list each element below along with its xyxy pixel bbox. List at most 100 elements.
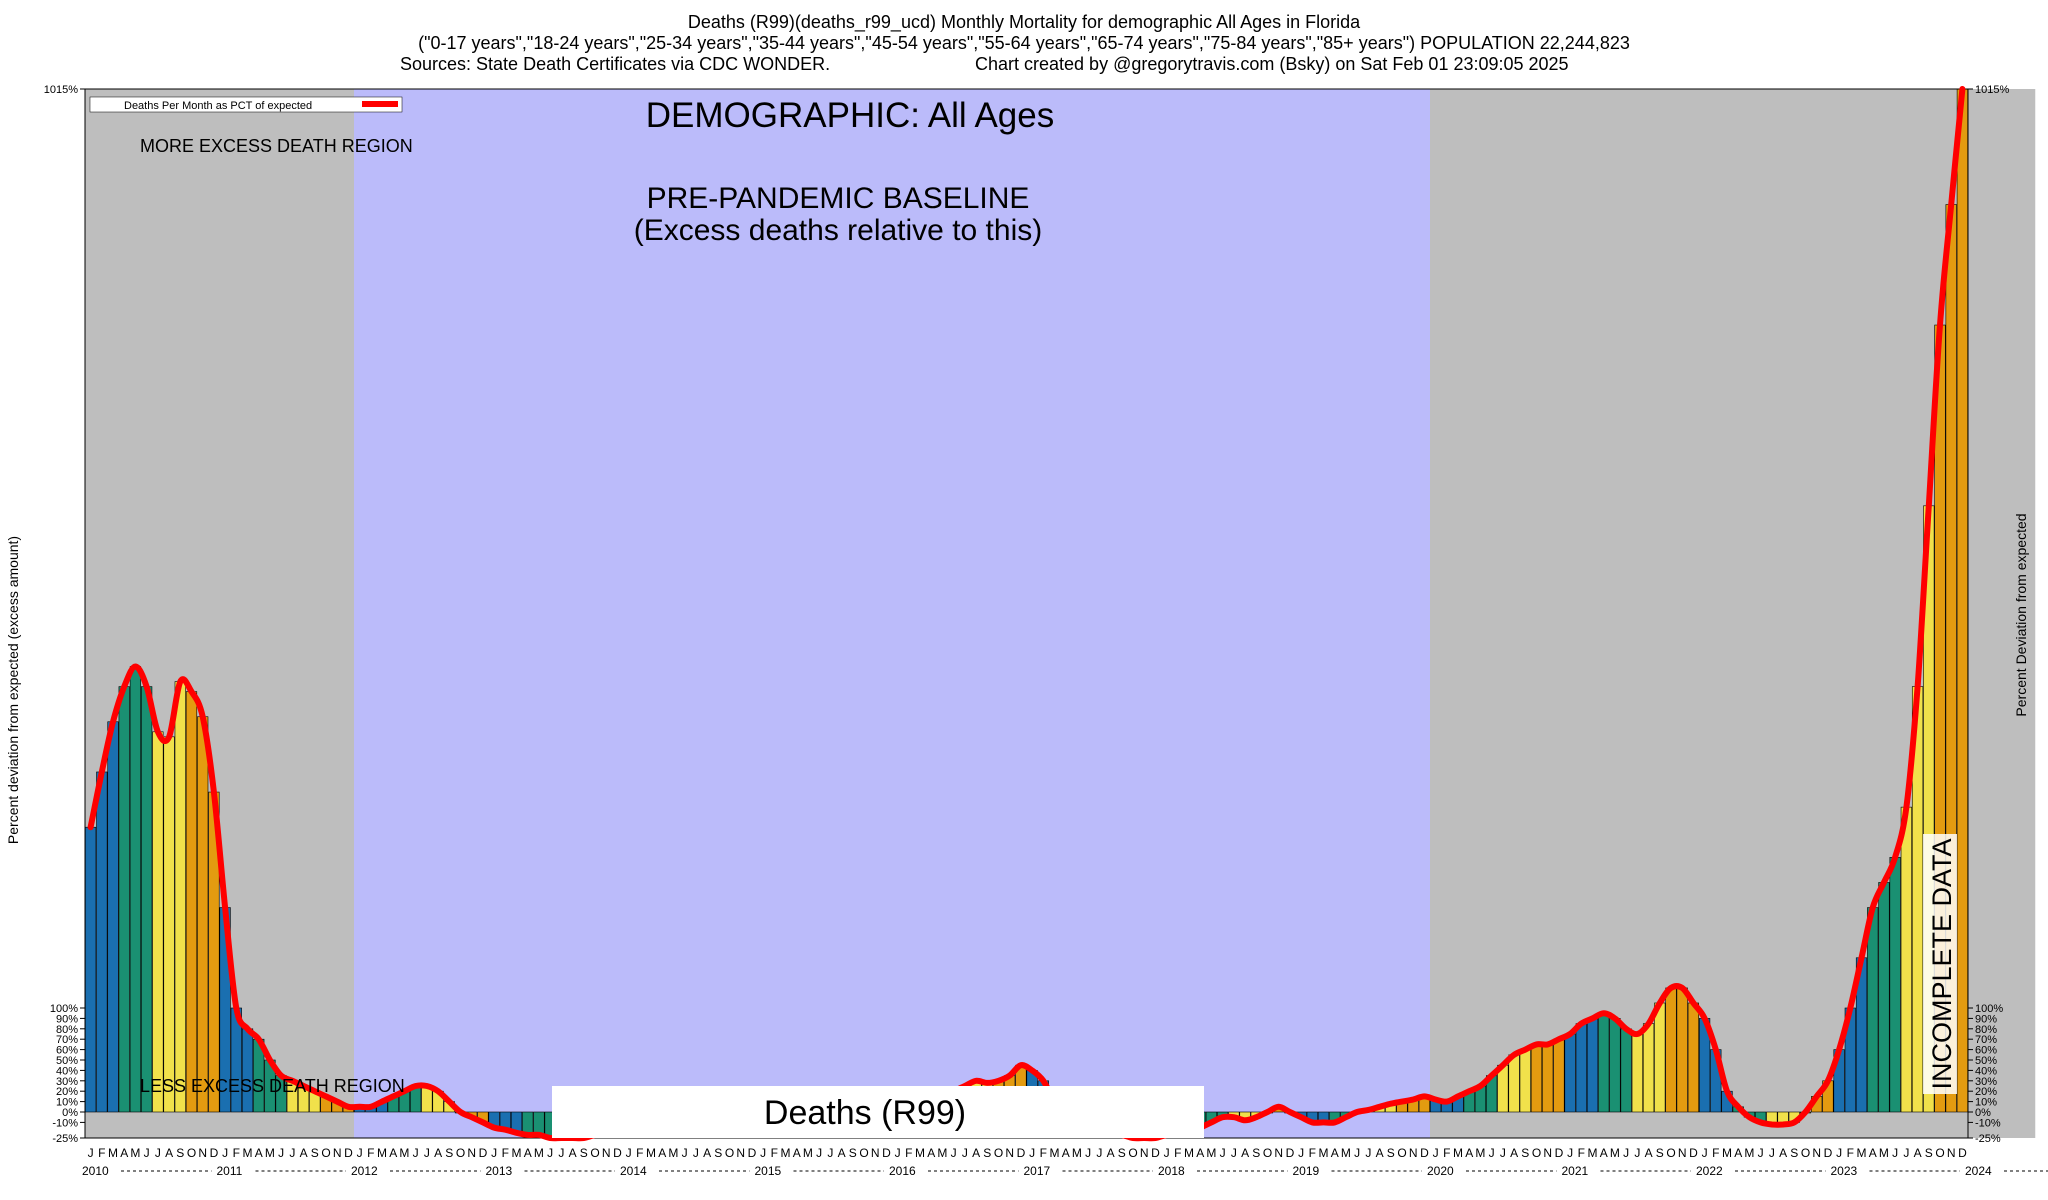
year-label: 2022 bbox=[1696, 1164, 1723, 1178]
x-tick-label: J bbox=[1354, 1146, 1360, 1160]
bar bbox=[96, 771, 108, 1113]
x-tick-label: D bbox=[1420, 1146, 1429, 1160]
demographic-label: DEMOGRAPHIC: All Ages bbox=[646, 96, 1054, 135]
x-tick-label: J bbox=[144, 1146, 150, 1160]
x-tick-label: J bbox=[1365, 1146, 1371, 1160]
x-tick-label: M bbox=[1610, 1146, 1620, 1160]
bar bbox=[1900, 806, 1912, 1113]
x-tick-label: O bbox=[1666, 1146, 1675, 1160]
bar bbox=[1687, 1002, 1699, 1113]
y-tick-label: 0% bbox=[62, 1107, 78, 1119]
bar bbox=[1867, 907, 1879, 1113]
x-tick-label: F bbox=[367, 1146, 374, 1160]
x-tick-label: J bbox=[895, 1146, 901, 1160]
bar bbox=[185, 691, 198, 1113]
x-tick-label: D bbox=[1151, 1146, 1160, 1160]
x-tick-label: J bbox=[816, 1146, 822, 1160]
x-tick-label: J bbox=[1489, 1146, 1495, 1160]
x-tick-label: J bbox=[547, 1146, 553, 1160]
more-excess-label: MORE EXCESS DEATH REGION bbox=[140, 136, 413, 156]
x-tick-label: S bbox=[714, 1146, 722, 1160]
x-tick-label: A bbox=[972, 1146, 980, 1160]
x-tick-label: M bbox=[1319, 1146, 1329, 1160]
chart-title-line1: Deaths (R99)(deaths_r99_ucd) Monthly Mor… bbox=[687, 12, 1361, 32]
x-tick-label: J bbox=[1769, 1146, 1775, 1160]
chart-title-line2: ("0-17 years","18-24 years","25-34 years… bbox=[418, 33, 1630, 53]
x-tick-label: F bbox=[1578, 1146, 1585, 1160]
x-tick-label: O bbox=[859, 1146, 868, 1160]
x-tick-label: S bbox=[176, 1146, 184, 1160]
x-tick-label: O bbox=[1801, 1146, 1810, 1160]
year-label: 2014 bbox=[620, 1164, 647, 1178]
y-tick-label: 1015% bbox=[1975, 84, 2009, 96]
y-tick-label: 1015% bbox=[44, 84, 78, 96]
year-label: 2012 bbox=[351, 1164, 378, 1178]
x-tick-label: J bbox=[760, 1146, 766, 1160]
x-tick-label: N bbox=[736, 1146, 745, 1160]
x-tick-label: J bbox=[1634, 1146, 1640, 1160]
bar bbox=[107, 721, 119, 1113]
y-tick-label: -10% bbox=[52, 1117, 78, 1129]
y-tick-label: 50% bbox=[1975, 1055, 1997, 1067]
y-tick-label: 30% bbox=[56, 1076, 78, 1088]
x-tick-label: J bbox=[1220, 1146, 1226, 1160]
x-tick-label: M bbox=[1857, 1146, 1867, 1160]
y-tick-label: 70% bbox=[56, 1034, 78, 1046]
x-tick-label: J bbox=[1623, 1146, 1629, 1160]
x-tick-label: M bbox=[1072, 1146, 1082, 1160]
y-tick-label: 40% bbox=[1975, 1065, 1997, 1077]
x-tick-label: J bbox=[491, 1146, 497, 1160]
x-tick-label: F bbox=[771, 1146, 778, 1160]
incomplete-label-box: INCOMPLETE DATA bbox=[1923, 834, 1957, 1094]
x-tick-label: A bbox=[1869, 1146, 1877, 1160]
year-label: 2023 bbox=[1831, 1164, 1858, 1178]
x-tick-label: O bbox=[1263, 1146, 1272, 1160]
legend-box bbox=[89, 96, 403, 113]
x-tick-label: M bbox=[243, 1146, 253, 1160]
x-tick-label: J bbox=[424, 1146, 430, 1160]
x-tick-label: F bbox=[98, 1146, 105, 1160]
chart-credit: Chart created by @gregorytravis.com (Bsk… bbox=[975, 54, 1569, 74]
x-tick-label: A bbox=[1734, 1146, 1742, 1160]
x-tick-label: J bbox=[155, 1146, 161, 1160]
x-tick-label: J bbox=[289, 1146, 295, 1160]
y-tick-label: 100% bbox=[1975, 1003, 2003, 1015]
x-tick-label: A bbox=[1510, 1146, 1518, 1160]
x-tick-label: M bbox=[1588, 1146, 1598, 1160]
bar bbox=[163, 736, 175, 1113]
x-tick-label: A bbox=[1465, 1146, 1473, 1160]
x-tick-label: A bbox=[1062, 1146, 1070, 1160]
x-tick-label: S bbox=[1521, 1146, 1529, 1160]
year-label: 2020 bbox=[1427, 1164, 1454, 1178]
x-tick-label: D bbox=[1017, 1146, 1026, 1160]
x-tick-label: S bbox=[1790, 1146, 1798, 1160]
x-tick-label: S bbox=[983, 1146, 991, 1160]
x-tick-label: A bbox=[120, 1146, 128, 1160]
x-tick-label: S bbox=[1387, 1146, 1395, 1160]
x-tick-label: A bbox=[1914, 1146, 1922, 1160]
x-tick-label: N bbox=[333, 1146, 342, 1160]
x-tick-label: J bbox=[1096, 1146, 1102, 1160]
y-tick-label: 0% bbox=[1975, 1107, 1991, 1119]
year-label: 2013 bbox=[486, 1164, 513, 1178]
x-tick-label: A bbox=[793, 1146, 801, 1160]
x-tick-label: J bbox=[413, 1146, 419, 1160]
x-tick-label: J bbox=[962, 1146, 968, 1160]
x-tick-label: N bbox=[1543, 1146, 1552, 1160]
y-tick-label: 60% bbox=[56, 1045, 78, 1057]
year-label: 2011 bbox=[217, 1164, 243, 1178]
y-axis-label-right: Percent Deviation from expected bbox=[2013, 513, 2029, 716]
x-tick-label: O bbox=[1397, 1146, 1406, 1160]
x-tick-label: F bbox=[1174, 1146, 1181, 1160]
bar bbox=[1620, 1028, 1632, 1113]
year-label: 2024 bbox=[1965, 1164, 1992, 1178]
x-tick-label: M bbox=[512, 1146, 522, 1160]
x-tick-label: S bbox=[445, 1146, 453, 1160]
x-tick-label: J bbox=[278, 1146, 284, 1160]
x-tick-label: F bbox=[1040, 1146, 1047, 1160]
year-label: 2021 bbox=[1562, 1164, 1589, 1178]
x-tick-label: A bbox=[255, 1146, 263, 1160]
bar bbox=[1631, 1033, 1643, 1113]
cause-label-box: Deaths (R99) bbox=[552, 1086, 1204, 1138]
x-tick-label: F bbox=[1847, 1146, 1854, 1160]
